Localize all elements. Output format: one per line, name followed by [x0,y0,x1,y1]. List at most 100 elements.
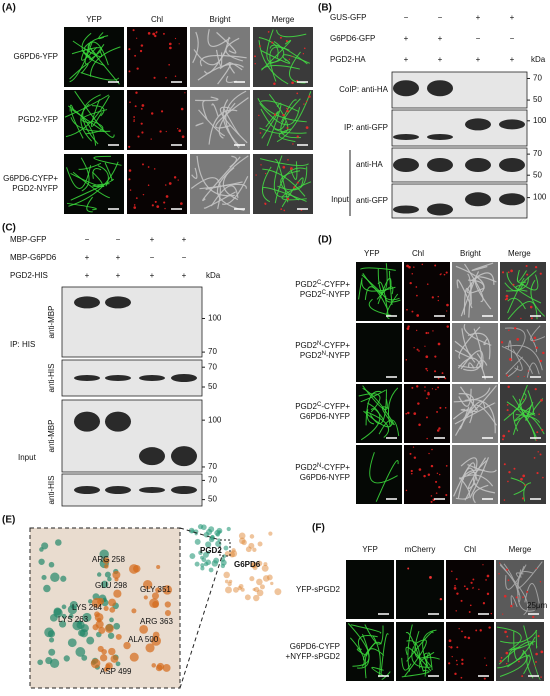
protein-label: G6PD6 [234,560,261,569]
marker-label: 100 [533,116,547,125]
chloroplast [535,661,537,663]
atom [222,554,227,559]
chloroplast [303,103,305,105]
cell-outline [460,271,480,317]
chloroplast [507,271,510,274]
micrograph [127,154,187,214]
row-label-part: N [317,341,321,347]
antibody-label: anti-GFP [356,196,388,205]
chloroplast [134,105,137,108]
band [465,118,491,131]
chloroplast [154,200,157,203]
band [499,193,525,206]
cell-outline [203,50,227,74]
atom [226,526,231,532]
cell-outline [463,328,482,372]
chloroplast [305,126,309,130]
cell-outline [530,279,545,317]
cell-outline [92,168,102,179]
atom [129,652,139,662]
micrograph [127,27,187,87]
cell-outline [261,166,272,203]
band [139,447,165,466]
cell-outline [81,109,108,124]
cell-outline [81,32,105,66]
cell-outline [521,274,539,291]
marker-label: 70 [208,362,217,371]
chloroplast [430,495,433,497]
row-label-part: -NYFP [326,351,350,360]
atom [188,527,195,534]
chloroplast [458,628,460,630]
chloroplast [164,184,167,186]
atom [108,647,116,656]
atom [109,617,114,623]
cell-outline [452,408,473,424]
chloroplast [300,209,303,212]
antibody-label: CoIP: anti-HA [339,85,389,94]
chloroplast [437,295,439,298]
row-label: PGD2-YFP [18,115,58,124]
atom [68,613,74,619]
chloroplast [464,636,467,639]
cell-outline [82,94,101,145]
chloroplast [529,305,533,309]
column-header: YFP [86,15,102,24]
atom [220,563,226,569]
chloroplast [468,611,471,613]
chloroplast [405,412,408,415]
chloroplast [260,164,262,166]
cell-outline [69,41,93,83]
cell-outline [85,120,104,135]
row-label-part: PGD2 [300,290,322,299]
sign: + [85,253,90,262]
cell-outline [365,390,382,426]
atom [102,557,110,565]
chloroplast [136,67,139,70]
cell-outline [276,91,312,143]
chloroplast [501,271,505,274]
atom [103,605,109,611]
cell-outline [505,344,543,371]
atom [63,655,70,662]
chloroplast [454,672,457,676]
cell-outline [530,325,546,342]
chloroplast [540,398,543,402]
chloroplast [450,646,453,649]
chloroplast [267,30,270,33]
chloroplast [508,414,510,416]
chloroplast [139,49,143,53]
cell-outline [458,474,494,487]
chloroplast [151,204,154,207]
cell-outline [70,171,103,187]
chloroplast [411,310,414,313]
chloroplast [282,113,285,117]
scale-bar-label: 25μm [527,601,548,610]
cell-outline [260,108,287,131]
chloroplast [283,209,286,212]
atom [253,586,260,593]
chloroplast [142,193,145,196]
unit-label: kDa [206,271,221,280]
chloroplast [133,116,136,118]
zoom-line [179,555,223,689]
chloroplast [141,131,144,134]
chloroplast [142,163,144,166]
micrograph [404,262,450,321]
cell-outline [505,564,527,590]
row-label: PGD2-NYFP [12,184,58,193]
atom [256,560,263,567]
cell-outline [474,276,497,310]
condition-label: GUS-GFP [330,13,366,22]
chloroplast [542,351,545,355]
row-label-part: G6PD6-NYFP [300,412,350,421]
row-label: G6PD6-CYFP [290,642,340,651]
chloroplast [469,604,472,607]
sign: + [150,235,155,244]
atom [59,620,67,628]
chloroplast [150,138,152,140]
cell-outline [460,350,484,370]
cell-outline [86,196,93,213]
residue-label: ARG 258 [92,555,125,564]
chloroplast [288,58,291,60]
